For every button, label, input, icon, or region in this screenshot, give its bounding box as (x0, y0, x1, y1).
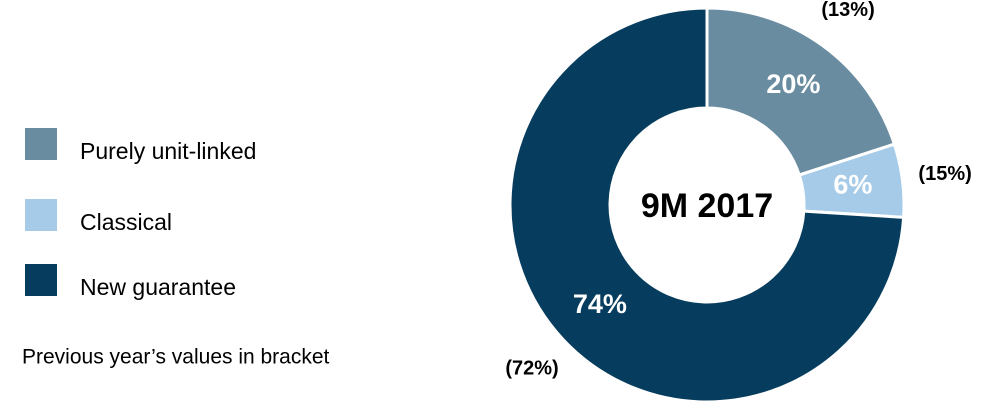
legend-swatch (25, 199, 57, 231)
value-label: 74% (573, 289, 627, 319)
legend-label: Classical (80, 209, 172, 235)
donut-slice (705, 6, 897, 177)
note: Previous year’s values in bracket (22, 346, 330, 369)
previous-value-label: (72%) (505, 358, 558, 380)
value-label: 6% (833, 170, 872, 200)
center-label: 9M 2017 (641, 187, 773, 225)
value-label: 20% (766, 69, 820, 99)
legend-label: Purely unit-linked (80, 138, 256, 164)
legend-swatch (25, 128, 57, 160)
previous-value-label: (15%) (918, 163, 971, 185)
legend-swatch (25, 264, 57, 296)
previous-value-label: (13%) (821, 0, 874, 21)
donut-slice (508, 6, 906, 404)
legend-label: New guarantee (80, 274, 236, 300)
